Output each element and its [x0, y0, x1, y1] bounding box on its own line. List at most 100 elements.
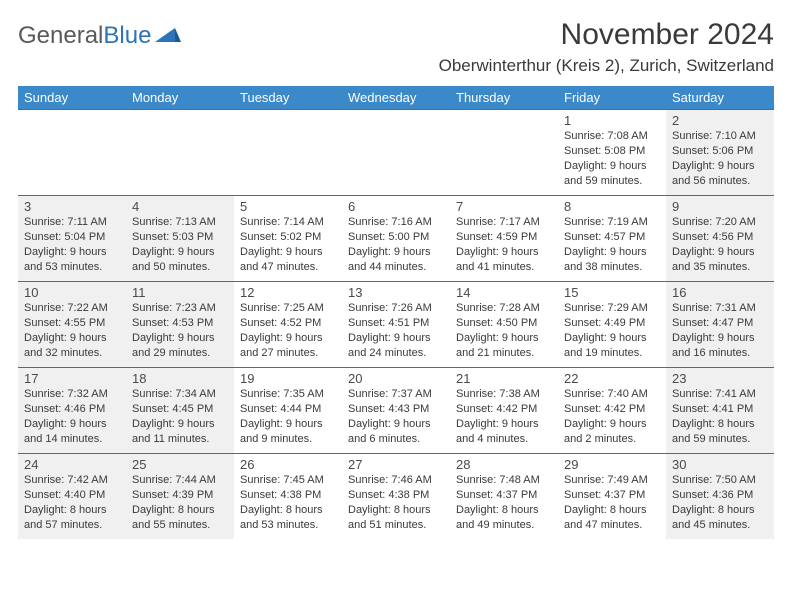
- sunrise-line: Sunrise: 7:50 AM: [672, 473, 768, 488]
- sunset-line: Sunset: 4:55 PM: [24, 316, 120, 331]
- day-number: 10: [24, 285, 120, 300]
- day-number: 9: [672, 199, 768, 214]
- calendar-cell: 23Sunrise: 7:41 AMSunset: 4:41 PMDayligh…: [666, 367, 774, 453]
- daylight1-line: Daylight: 8 hours: [240, 503, 336, 518]
- day-number: 11: [132, 285, 228, 300]
- calendar-cell: 7Sunrise: 7:17 AMSunset: 4:59 PMDaylight…: [450, 195, 558, 281]
- sunset-line: Sunset: 4:39 PM: [132, 488, 228, 503]
- sunset-line: Sunset: 4:57 PM: [564, 230, 660, 245]
- daylight1-line: Daylight: 9 hours: [24, 331, 120, 346]
- sunset-line: Sunset: 4:52 PM: [240, 316, 336, 331]
- daylight1-line: Daylight: 9 hours: [132, 245, 228, 260]
- sunset-line: Sunset: 4:50 PM: [456, 316, 552, 331]
- sunset-line: Sunset: 5:08 PM: [564, 144, 660, 159]
- daylight2-line: and 41 minutes.: [456, 260, 552, 275]
- sunset-line: Sunset: 5:03 PM: [132, 230, 228, 245]
- day-number: 24: [24, 457, 120, 472]
- calendar-cell: 19Sunrise: 7:35 AMSunset: 4:44 PMDayligh…: [234, 367, 342, 453]
- day-number: 14: [456, 285, 552, 300]
- month-title: November 2024: [439, 18, 774, 52]
- day-number: 30: [672, 457, 768, 472]
- sunrise-line: Sunrise: 7:42 AM: [24, 473, 120, 488]
- daylight1-line: Daylight: 9 hours: [348, 331, 444, 346]
- sunrise-line: Sunrise: 7:45 AM: [240, 473, 336, 488]
- daylight2-line: and 24 minutes.: [348, 346, 444, 361]
- daylight2-line: and 55 minutes.: [132, 518, 228, 533]
- calendar-cell: 17Sunrise: 7:32 AMSunset: 4:46 PMDayligh…: [18, 367, 126, 453]
- sunset-line: Sunset: 4:44 PM: [240, 402, 336, 417]
- week-row: 17Sunrise: 7:32 AMSunset: 4:46 PMDayligh…: [18, 367, 774, 453]
- sunset-line: Sunset: 4:49 PM: [564, 316, 660, 331]
- calendar-cell: 24Sunrise: 7:42 AMSunset: 4:40 PMDayligh…: [18, 453, 126, 539]
- sunrise-line: Sunrise: 7:26 AM: [348, 301, 444, 316]
- daylight2-line: and 19 minutes.: [564, 346, 660, 361]
- day-number: 22: [564, 371, 660, 386]
- sunrise-line: Sunrise: 7:22 AM: [24, 301, 120, 316]
- daylight2-line: and 44 minutes.: [348, 260, 444, 275]
- day-number: 13: [348, 285, 444, 300]
- calendar-cell: 15Sunrise: 7:29 AMSunset: 4:49 PMDayligh…: [558, 281, 666, 367]
- calendar-cell: 16Sunrise: 7:31 AMSunset: 4:47 PMDayligh…: [666, 281, 774, 367]
- calendar-cell-empty: [126, 109, 234, 195]
- week-row: 3Sunrise: 7:11 AMSunset: 5:04 PMDaylight…: [18, 195, 774, 281]
- sunset-line: Sunset: 5:02 PM: [240, 230, 336, 245]
- sunset-line: Sunset: 4:59 PM: [456, 230, 552, 245]
- sunrise-line: Sunrise: 7:44 AM: [132, 473, 228, 488]
- day-number: 12: [240, 285, 336, 300]
- calendar-cell: 1Sunrise: 7:08 AMSunset: 5:08 PMDaylight…: [558, 109, 666, 195]
- day-number: 19: [240, 371, 336, 386]
- daylight2-line: and 56 minutes.: [672, 174, 768, 189]
- location: Oberwinterthur (Kreis 2), Zurich, Switze…: [439, 56, 774, 76]
- day-number: 23: [672, 371, 768, 386]
- daylight1-line: Daylight: 9 hours: [132, 417, 228, 432]
- day-number: 21: [456, 371, 552, 386]
- daylight1-line: Daylight: 9 hours: [240, 417, 336, 432]
- calendar-cell: 25Sunrise: 7:44 AMSunset: 4:39 PMDayligh…: [126, 453, 234, 539]
- sunrise-line: Sunrise: 7:23 AM: [132, 301, 228, 316]
- calendar-cell-empty: [450, 109, 558, 195]
- sunrise-line: Sunrise: 7:10 AM: [672, 129, 768, 144]
- daylight1-line: Daylight: 8 hours: [132, 503, 228, 518]
- calendar-cell: 12Sunrise: 7:25 AMSunset: 4:52 PMDayligh…: [234, 281, 342, 367]
- day-number: 26: [240, 457, 336, 472]
- triangle-icon: [155, 25, 181, 50]
- sunset-line: Sunset: 4:53 PM: [132, 316, 228, 331]
- sunrise-line: Sunrise: 7:28 AM: [456, 301, 552, 316]
- calendar-cell: 27Sunrise: 7:46 AMSunset: 4:38 PMDayligh…: [342, 453, 450, 539]
- sunset-line: Sunset: 4:46 PM: [24, 402, 120, 417]
- daylight1-line: Daylight: 9 hours: [132, 331, 228, 346]
- calendar-cell-empty: [234, 109, 342, 195]
- daylight2-line: and 21 minutes.: [456, 346, 552, 361]
- daylight1-line: Daylight: 8 hours: [564, 503, 660, 518]
- daylight2-line: and 53 minutes.: [24, 260, 120, 275]
- sunrise-line: Sunrise: 7:40 AM: [564, 387, 660, 402]
- sunrise-line: Sunrise: 7:34 AM: [132, 387, 228, 402]
- day-number: 25: [132, 457, 228, 472]
- calendar-cell: 18Sunrise: 7:34 AMSunset: 4:45 PMDayligh…: [126, 367, 234, 453]
- calendar-cell: 8Sunrise: 7:19 AMSunset: 4:57 PMDaylight…: [558, 195, 666, 281]
- day-number: 7: [456, 199, 552, 214]
- logo: GeneralBlue: [18, 22, 181, 50]
- sunrise-line: Sunrise: 7:38 AM: [456, 387, 552, 402]
- daylight2-line: and 11 minutes.: [132, 432, 228, 447]
- sunrise-line: Sunrise: 7:25 AM: [240, 301, 336, 316]
- sunset-line: Sunset: 5:06 PM: [672, 144, 768, 159]
- sunset-line: Sunset: 4:43 PM: [348, 402, 444, 417]
- sunrise-line: Sunrise: 7:17 AM: [456, 215, 552, 230]
- daylight2-line: and 59 minutes.: [564, 174, 660, 189]
- calendar-cell: 22Sunrise: 7:40 AMSunset: 4:42 PMDayligh…: [558, 367, 666, 453]
- calendar-cell: 6Sunrise: 7:16 AMSunset: 5:00 PMDaylight…: [342, 195, 450, 281]
- daylight2-line: and 16 minutes.: [672, 346, 768, 361]
- sunrise-line: Sunrise: 7:46 AM: [348, 473, 444, 488]
- day-number: 3: [24, 199, 120, 214]
- calendar-cell-empty: [18, 109, 126, 195]
- week-row: 24Sunrise: 7:42 AMSunset: 4:40 PMDayligh…: [18, 453, 774, 539]
- sunrise-line: Sunrise: 7:31 AM: [672, 301, 768, 316]
- day-number: 16: [672, 285, 768, 300]
- sunrise-line: Sunrise: 7:14 AM: [240, 215, 336, 230]
- day-number: 29: [564, 457, 660, 472]
- daylight2-line: and 29 minutes.: [132, 346, 228, 361]
- day-number: 1: [564, 113, 660, 128]
- sunset-line: Sunset: 4:38 PM: [240, 488, 336, 503]
- day-header: Saturday: [666, 86, 774, 109]
